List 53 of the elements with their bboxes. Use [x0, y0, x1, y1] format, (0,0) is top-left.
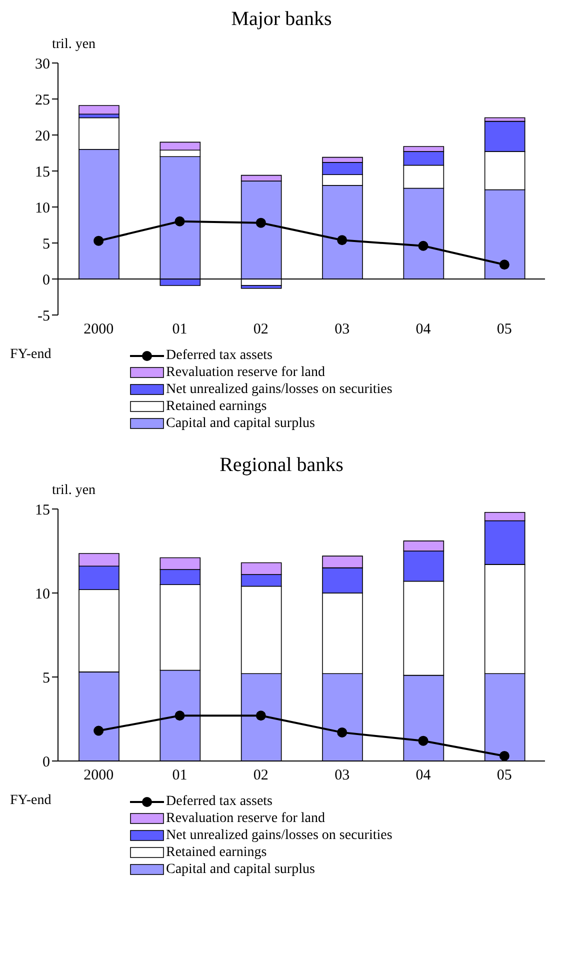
y-tick-label: 0 — [42, 272, 50, 288]
x-tick-label: 03 — [334, 322, 350, 338]
x-axis-title: FY-end — [9, 347, 52, 363]
point — [174, 216, 185, 226]
x-tick-label: 01 — [172, 322, 188, 338]
y-tick-label: 10 — [35, 586, 50, 602]
y-tick-label: 5 — [42, 670, 50, 686]
y-tick-label: 20 — [35, 128, 50, 144]
x-tick-label: 04 — [416, 768, 432, 784]
y-tick-label: 10 — [35, 200, 50, 216]
y-tick-label: 15 — [35, 164, 50, 180]
y-tick-label: -5 — [38, 308, 50, 324]
chart-title: Major banks — [230, 8, 333, 31]
y-tick-label: 30 — [35, 56, 50, 72]
x-tick-label: 05 — [496, 768, 512, 784]
y-tick-label: 5 — [42, 236, 50, 252]
point — [256, 710, 266, 721]
x-tick-label: 2000 — [84, 768, 114, 784]
y-tick-label: 15 — [35, 502, 50, 518]
point — [174, 710, 185, 721]
x-tick-label: 02 — [253, 322, 268, 338]
bar — [78, 105, 120, 115]
x-tick-label: 04 — [416, 322, 432, 338]
x-tick-label: 02 — [253, 768, 268, 784]
point — [94, 236, 104, 246]
y-axis-title: tril. yen — [52, 483, 97, 499]
chart-title: Regional banks — [218, 454, 344, 477]
point — [256, 218, 266, 228]
legend-label: Retained earnings — [166, 844, 267, 860]
legend-label: Capital and capital surplus — [166, 862, 315, 878]
legend-label: Retained earnings — [166, 398, 267, 414]
x-axis-title: FY-end — [9, 793, 52, 809]
x-tick-label: 01 — [172, 768, 188, 784]
legend-label: Deferred tax assets — [166, 794, 273, 810]
y-tick-label: 25 — [35, 92, 50, 108]
legend-label: Revaluation reserve for land — [166, 810, 325, 826]
point — [418, 736, 428, 746]
point — [418, 240, 428, 251]
legend-label: Deferred tax assets — [166, 348, 273, 364]
point — [94, 726, 104, 736]
x-tick-label: 03 — [334, 768, 350, 784]
legend-label: Capital and capital surplus — [166, 416, 315, 432]
legend-label: Revaluation reserve for land — [166, 364, 325, 380]
legend-label: Net unrealized gains/losses on securities — [166, 382, 392, 398]
y-tick-label: 0 — [42, 754, 50, 770]
y-axis-title: tril. yen — [52, 37, 97, 53]
point — [499, 260, 510, 270]
point — [499, 750, 510, 761]
x-tick-label: 2000 — [84, 322, 114, 338]
legend-label: Net unrealized gains/losses on securities — [166, 828, 392, 844]
x-tick-label: 05 — [496, 322, 512, 338]
point — [337, 235, 348, 246]
point — [337, 727, 348, 738]
